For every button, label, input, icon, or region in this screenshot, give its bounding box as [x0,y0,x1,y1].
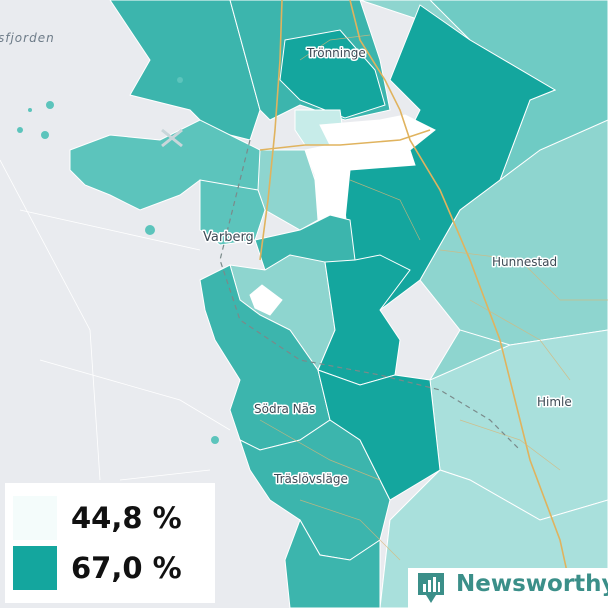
region-south-mid[interactable] [317,254,411,386]
minor-roads [259,34,608,561]
legend-label-min: 44,8 % [71,501,182,535]
roads [259,0,576,608]
newsworthy-bar-chart-icon [418,573,444,603]
railway [219,139,521,451]
region-south-inner[interactable] [317,369,441,501]
region-south-white[interactable] [249,284,283,316]
place-label-hunnestad: Hunnestad [492,255,557,269]
place-label-sodra-nas: Södra Näs [254,402,315,416]
legend-swatch-min [13,496,57,540]
newsworthy-brand[interactable]: Newsworthy [408,568,608,608]
islands [17,77,219,444]
place-label-himle: Himle [537,395,572,409]
place-label-fjorden: sfjorden [0,31,55,45]
sea-boundary-lines [0,159,231,481]
legend-row-max: 67,0 % [5,543,215,593]
ferry-cross-icon [161,128,183,148]
region-southmost[interactable] [284,518,381,608]
legend-row-min: 44,8 % [5,493,215,543]
legend-label-max: 67,0 % [71,551,182,585]
legend-swatch-max [13,546,57,590]
brand-name: Newsworthy [456,571,608,597]
region-north-dark[interactable] [339,4,557,311]
place-label-varberg: Varberg [203,230,254,245]
place-label-tronninge: Trönninge [306,46,366,60]
region-tronninge-inner[interactable] [279,29,386,119]
map-legend: 44,8 % 67,0 % [5,483,215,603]
place-label-traslovslage: Träslövsläge [273,472,348,486]
